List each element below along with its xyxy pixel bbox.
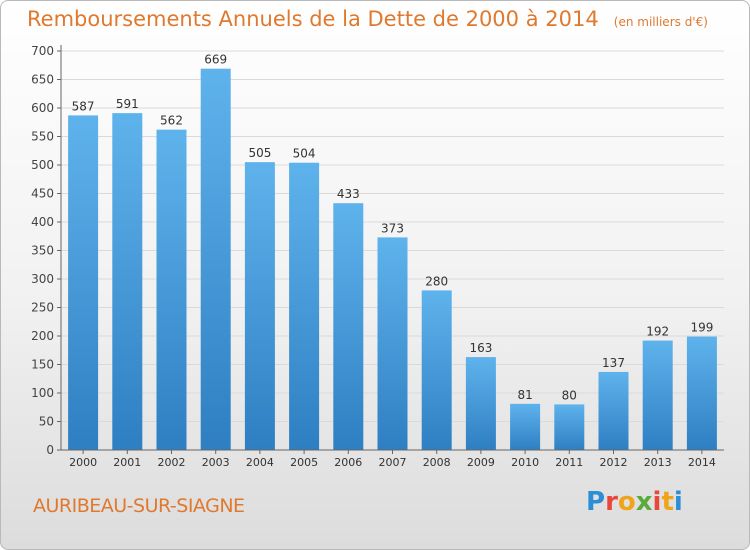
y-tick-label: 700: [31, 44, 54, 58]
y-tick-label: 500: [31, 158, 54, 172]
x-tick-label: 2005: [290, 456, 318, 469]
data-label: 81: [517, 388, 532, 402]
bar: [377, 237, 408, 450]
y-tick-label: 350: [31, 244, 54, 258]
data-label: 587: [72, 99, 95, 113]
bar: [510, 403, 541, 450]
bar: [68, 115, 99, 450]
logo-letter: t: [661, 487, 674, 517]
x-tick-label: 2008: [423, 456, 451, 469]
y-tick-label: 600: [31, 101, 54, 115]
x-tick-label: 2011: [555, 456, 583, 469]
data-label: 163: [469, 341, 492, 355]
data-label: 562: [160, 114, 183, 128]
chart-title: Remboursements Annuels de la Dette de 20…: [27, 7, 599, 31]
city-name: AURIBEAU-SUR-SIAGNE: [33, 495, 245, 517]
x-tick-label: 2014: [688, 456, 716, 469]
y-tick-label: 300: [31, 272, 54, 286]
bar: [554, 404, 585, 450]
x-tick-label: 2001: [113, 456, 141, 469]
logo-letter: i: [673, 487, 683, 517]
data-label: 192: [646, 325, 669, 339]
y-tick-label: 400: [31, 215, 54, 229]
bar: [642, 340, 673, 450]
logo-letter: r: [605, 487, 618, 517]
bar: [686, 336, 717, 450]
logo-letter: i: [652, 487, 662, 517]
bar: [112, 113, 143, 450]
data-label: 505: [248, 146, 271, 160]
data-label: 591: [116, 97, 139, 111]
data-label: 373: [381, 221, 404, 235]
y-tick-label: 150: [31, 358, 54, 372]
y-tick-label: 550: [31, 130, 54, 144]
bar: [465, 357, 496, 450]
data-label: 137: [602, 356, 625, 370]
y-tick-label: 0: [46, 443, 54, 457]
data-label: 80: [562, 388, 577, 402]
x-tick-label: 2012: [600, 456, 628, 469]
bar: [156, 129, 187, 450]
y-tick-label: 250: [31, 301, 54, 315]
y-tick-label: 100: [31, 386, 54, 400]
logo-letter: o: [617, 487, 636, 517]
data-label: 199: [690, 321, 713, 335]
bar: [244, 162, 275, 450]
logo-letter: x: [635, 487, 653, 517]
y-tick-label: 200: [31, 329, 54, 343]
y-tick-label: 50: [39, 415, 54, 429]
bar: [598, 371, 629, 450]
x-tick-label: 2009: [467, 456, 495, 469]
title-row: Remboursements Annuels de la Dette de 20…: [27, 7, 708, 31]
logo-letter: P: [586, 487, 606, 517]
proxiti-logo: Proxiti: [586, 487, 683, 517]
bar: [200, 68, 231, 451]
x-tick-label: 2002: [158, 456, 186, 469]
chart-subtitle: (en milliers d'€): [613, 15, 708, 29]
data-label: 669: [204, 53, 227, 67]
x-tick-label: 2006: [334, 456, 362, 469]
x-tick-label: 2010: [511, 456, 539, 469]
y-tick-label: 450: [31, 187, 54, 201]
axes: 0 50 100 150 200 250 300 350 400 450 500 550 600 650 7…: [31, 44, 724, 469]
bar: [333, 203, 364, 450]
x-tick-label: 2000: [69, 456, 97, 469]
bars: 587 591 562 669 505 504 433 373 280 163 81 80 137 192…: [68, 53, 717, 451]
data-label: 504: [293, 147, 316, 161]
x-tick-label: 2013: [644, 456, 672, 469]
x-tick-label: 2004: [246, 456, 274, 469]
x-tick-label: 2003: [202, 456, 230, 469]
bar: [421, 290, 452, 450]
bar: [289, 162, 320, 450]
data-label: 280: [425, 274, 448, 288]
y-tick-label: 650: [31, 73, 54, 87]
data-label: 433: [337, 187, 360, 201]
x-tick-label: 2007: [379, 456, 407, 469]
